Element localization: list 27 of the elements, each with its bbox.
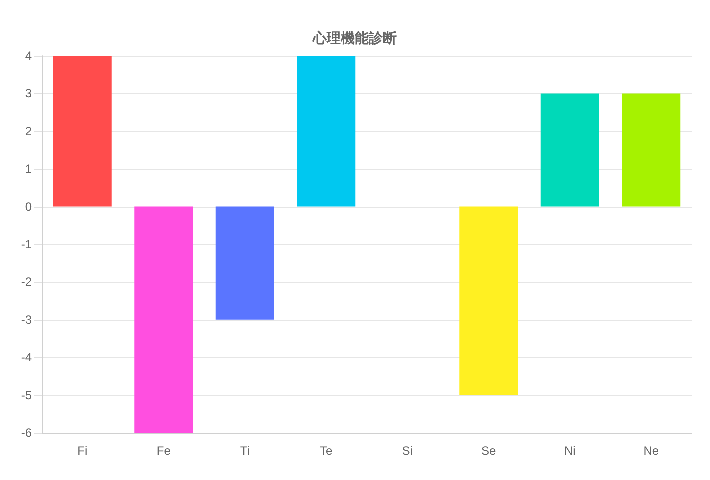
x-tick-label: Ti [240, 444, 250, 458]
bar [460, 206, 518, 396]
x-tick-label: Si [402, 444, 413, 458]
bar [622, 94, 681, 207]
chart-title: 心理機能診断 [312, 30, 397, 46]
y-tick-label: -3 [21, 312, 32, 327]
x-tick-label: Ne [644, 444, 660, 458]
y-tick-label: 2 [25, 124, 32, 138]
x-tick-label: Te [320, 444, 334, 458]
y-tick-label: -2 [21, 275, 32, 290]
x-tick-label: Fi [78, 444, 88, 458]
bar [134, 206, 194, 433]
x-tick-label: Fe [156, 444, 172, 458]
bar [216, 206, 274, 320]
y-tick-label: 4 [25, 49, 32, 63]
y-tick-label: -1 [21, 238, 32, 252]
y-tick-label: 1 [25, 162, 32, 176]
y-tick-label: 0 [25, 200, 32, 214]
x-tick-label: Se [482, 444, 497, 458]
bar [297, 56, 356, 207]
y-tick-label: 3 [25, 86, 32, 101]
bar [540, 94, 600, 207]
bar [53, 56, 112, 207]
x-tick-label: Ni [564, 444, 576, 458]
y-tick-label: -4 [21, 350, 32, 365]
y-tick-label: -5 [21, 388, 32, 402]
y-tick-label: -6 [21, 426, 32, 440]
